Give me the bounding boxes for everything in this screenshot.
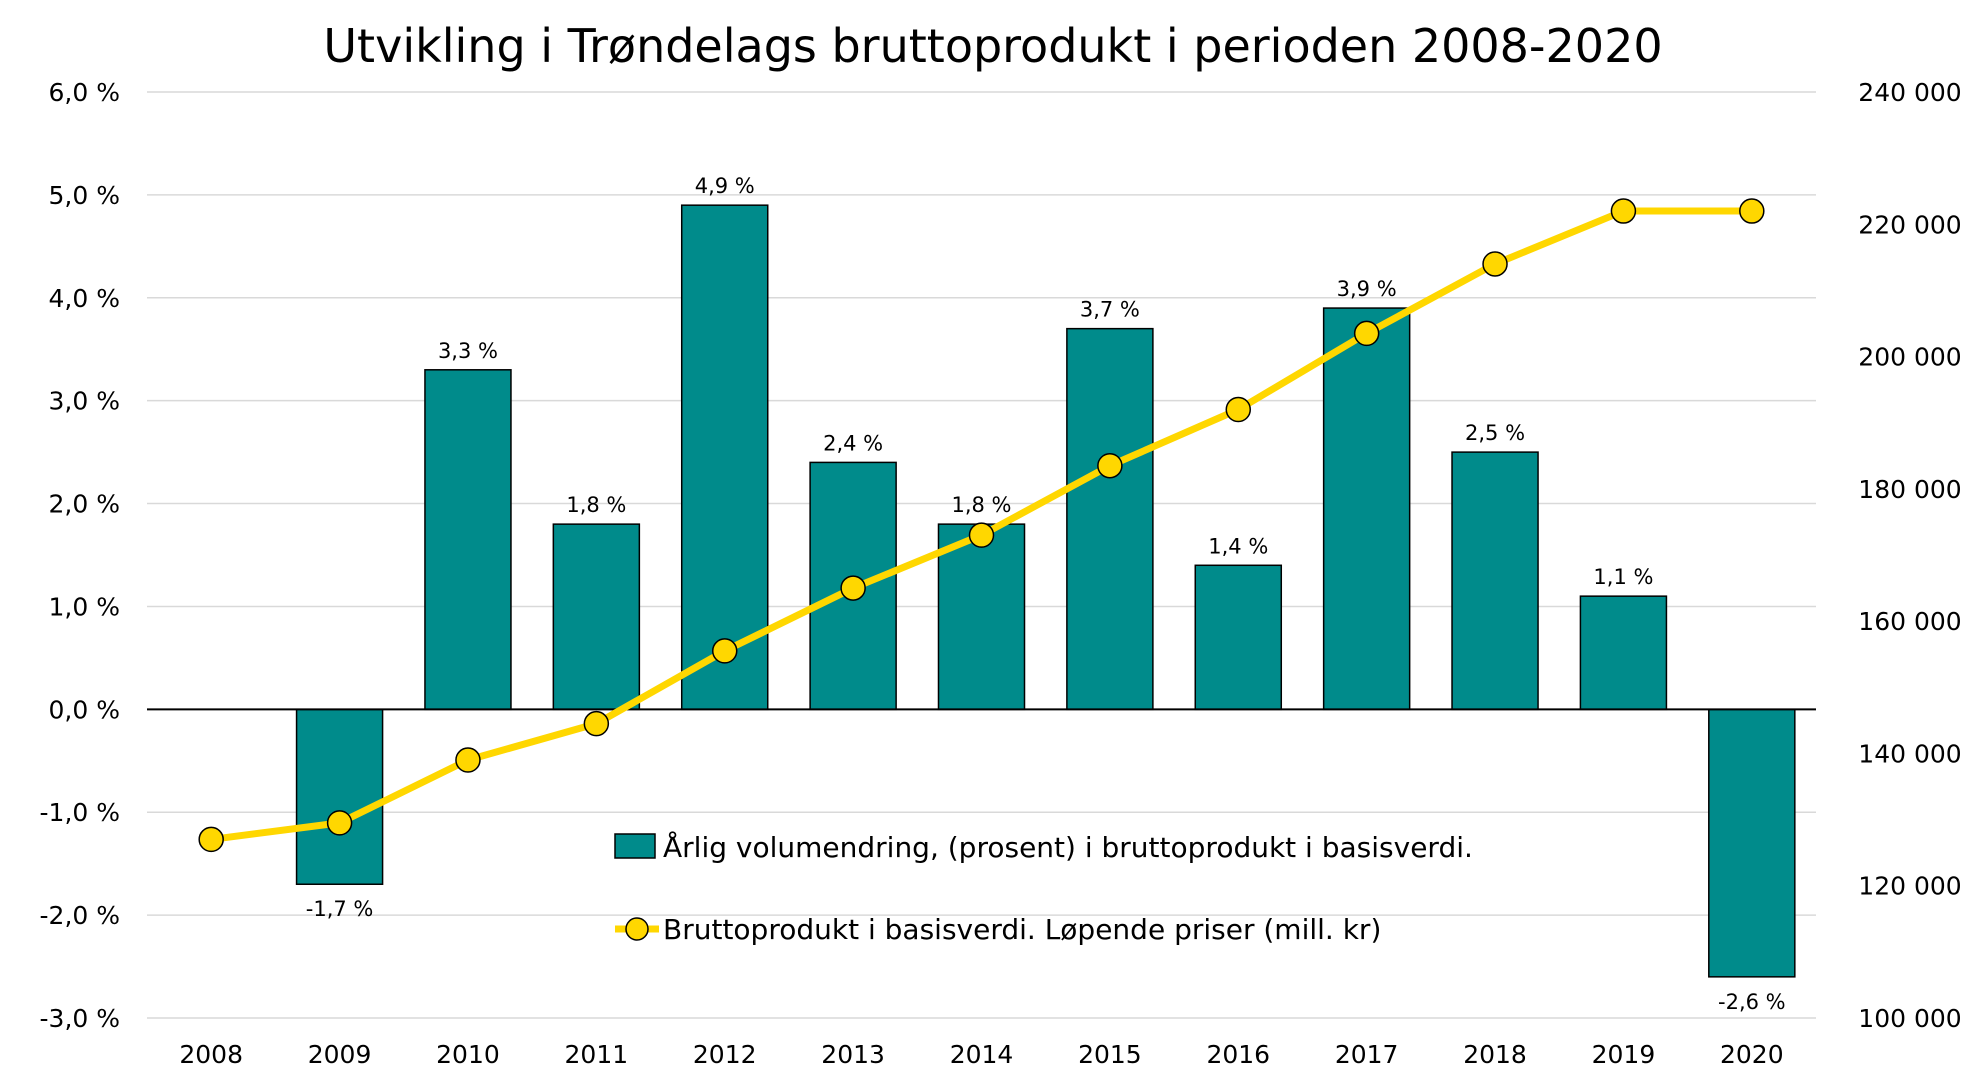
legend-bar-label: Årlig volumendring, (prosent) i bruttopr… bbox=[663, 830, 1473, 864]
bar bbox=[295, 708, 384, 885]
right-tick-label: 180 000 bbox=[1858, 475, 1961, 504]
bar bbox=[1579, 595, 1668, 711]
bar bbox=[1451, 451, 1539, 711]
bar-data-label: 3,9 % bbox=[1337, 277, 1397, 301]
bar bbox=[424, 369, 512, 711]
line-point bbox=[1353, 320, 1380, 347]
x-tick-label: 2012 bbox=[693, 1040, 757, 1069]
bar bbox=[1708, 708, 1796, 978]
bar-data-label: 1,4 % bbox=[1208, 534, 1268, 558]
left-tick-label: 2,0 % bbox=[49, 490, 120, 519]
bar-data-label: 4,9 % bbox=[695, 174, 755, 198]
x-tick-label: 2017 bbox=[1335, 1040, 1399, 1069]
left-tick-label: -1,0 % bbox=[40, 798, 120, 827]
x-tick-label: 2016 bbox=[1206, 1040, 1270, 1069]
bar bbox=[552, 523, 641, 711]
line-point bbox=[711, 638, 738, 664]
right-tick-label: 200 000 bbox=[1858, 343, 1961, 372]
bar-data-label: -2,6 % bbox=[1718, 990, 1786, 1014]
right-tick-label: 220 000 bbox=[1858, 210, 1961, 239]
x-tick-label: 2015 bbox=[1078, 1040, 1142, 1069]
left-tick-label: 6,0 % bbox=[49, 78, 120, 107]
left-tick-label: 0,0 % bbox=[49, 695, 120, 724]
line-point bbox=[1097, 452, 1123, 479]
right-tick-label: 100 000 bbox=[1858, 1004, 1961, 1033]
bar-data-label: 2,4 % bbox=[823, 431, 883, 455]
legend: Årlig volumendring, (prosent) i bruttopr… bbox=[614, 830, 1473, 946]
x-tick-label: 2011 bbox=[565, 1040, 629, 1069]
left-tick-label: -2,0 % bbox=[40, 901, 120, 930]
line-point bbox=[840, 575, 866, 601]
line-point bbox=[968, 522, 995, 548]
x-tick-label: 2009 bbox=[308, 1040, 372, 1069]
line-series bbox=[198, 198, 1765, 853]
right-tick-label: 120 000 bbox=[1858, 872, 1961, 901]
x-tick-label: 2013 bbox=[821, 1040, 885, 1069]
bar-data-label: 3,3 % bbox=[438, 339, 498, 363]
bar bbox=[1066, 327, 1154, 711]
chart-title: Utvikling i Trøndelags bruttoprodukt i p… bbox=[323, 19, 1662, 73]
bar-data-labels: -1,7 % 3,3 % 1,8 % 4,9 % 2,4 % 1,8 % 3,7 % 1,4 … bbox=[306, 174, 1786, 1014]
line-point bbox=[1739, 198, 1765, 224]
x-tick-label: 2014 bbox=[950, 1040, 1014, 1069]
bars bbox=[295, 204, 1796, 978]
line-point bbox=[455, 747, 481, 773]
legend-bar-swatch bbox=[614, 833, 656, 859]
x-tick-label: 2008 bbox=[179, 1040, 243, 1069]
x-tick-label: 2010 bbox=[436, 1040, 500, 1069]
bar bbox=[937, 523, 1026, 711]
x-tick-label: 2018 bbox=[1463, 1040, 1527, 1069]
legend-line-marker bbox=[625, 917, 649, 941]
left-axis: 6,0 % 5,0 % 4,0 % 3,0 % 2,0 % 1,0 % 0,0 % -1,0 … bbox=[40, 78, 120, 1033]
left-tick-label: 5,0 % bbox=[49, 181, 120, 210]
x-tick-label: 2020 bbox=[1720, 1040, 1784, 1069]
x-tick-label: 2019 bbox=[1592, 1040, 1656, 1069]
left-tick-label: 1,0 % bbox=[49, 592, 120, 621]
x-axis: 2008 2009 2010 2011 2012 2013 2014 2015 2016 2017… bbox=[179, 1040, 1783, 1069]
line-point bbox=[1482, 251, 1508, 277]
bar bbox=[1322, 307, 1411, 711]
line-point bbox=[1610, 198, 1637, 224]
bar-data-label: 1,1 % bbox=[1593, 565, 1653, 589]
bar bbox=[1194, 564, 1283, 711]
right-axis: 240 000 220 000 200 000 180 000 160 000 140 0… bbox=[1858, 78, 1961, 1033]
left-tick-label: 4,0 % bbox=[49, 284, 120, 313]
line-point bbox=[1225, 396, 1252, 423]
bar-data-label: 1,8 % bbox=[566, 493, 626, 517]
line-point bbox=[198, 826, 224, 853]
right-tick-label: 240 000 bbox=[1858, 78, 1961, 107]
right-tick-label: 160 000 bbox=[1858, 607, 1961, 636]
left-tick-label: 3,0 % bbox=[49, 387, 120, 416]
right-tick-label: 140 000 bbox=[1858, 739, 1961, 768]
bar-data-label: 1,8 % bbox=[951, 493, 1011, 517]
left-tick-label: -3,0 % bbox=[40, 1004, 120, 1033]
bar-data-label: 2,5 % bbox=[1465, 421, 1525, 445]
line-point bbox=[583, 710, 610, 737]
line-point bbox=[326, 810, 353, 836]
bar-data-label: -1,7 % bbox=[306, 897, 374, 921]
legend-line-label: Bruttoprodukt i basisverdi. Løpende pris… bbox=[663, 913, 1381, 946]
bar-data-label: 3,7 % bbox=[1080, 298, 1140, 322]
